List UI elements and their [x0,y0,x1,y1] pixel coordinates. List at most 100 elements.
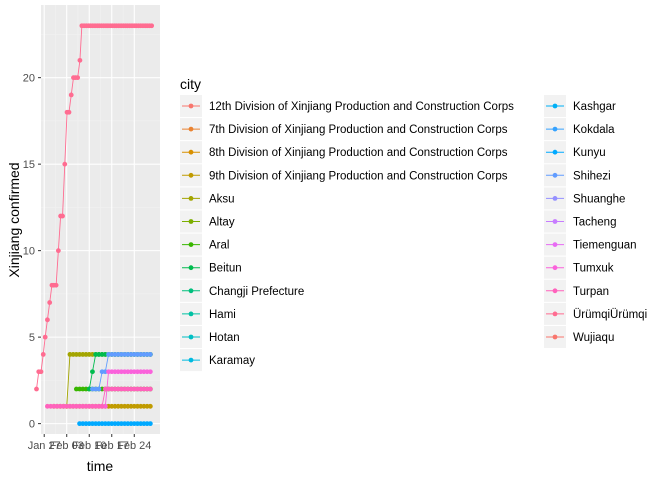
legend-item: 8th Division of Xinjiang Production and … [180,141,508,164]
x-axis-title: time [87,458,114,474]
data-point [77,57,83,63]
data-point [147,421,153,427]
legend-item: Wujiaqu [544,326,614,348]
legend-label: Tacheng [573,217,616,229]
legend-key-point [188,149,194,155]
data-point [40,352,46,357]
data-point [53,282,59,288]
y-tick-label: 20 [23,73,35,85]
legend-key-point [552,196,558,201]
legend-label: ÜrümqiÜrümqi [573,309,647,321]
legend-label: 9th Division of Xinjiang Production and … [209,170,508,182]
legend-key-point [188,219,194,224]
data-point [147,369,153,375]
data-point [147,352,153,357]
series--r-mqi-r-mqi [34,23,155,392]
legend-label: Kunyu [573,147,606,159]
legend-label: Turpan [573,286,609,298]
data-point [96,386,102,392]
legend-item: 12th Division of Xinjiang Production and… [180,95,514,117]
legend-label: 8th Division of Xinjiang Production and … [209,147,508,159]
y-axis-ticks: 0 5 10 15 20 [23,73,41,431]
legend-label: Tiemenguan [573,240,637,252]
y-tick-label: 10 [23,246,35,258]
legend-item: Karamay [180,349,255,372]
legend-key-point [188,265,194,271]
legend-label: Aksu [209,193,235,205]
data-point [66,109,72,115]
data-point [147,403,153,409]
legend-item: Beitun [180,256,242,279]
y-tick-label: 15 [23,159,35,171]
data-point [62,161,68,167]
legend-item: Altay [180,210,235,233]
data-point [147,386,153,392]
legend-label: Aral [209,240,229,252]
data-point [75,75,81,81]
data-point [42,334,48,340]
legend-label: Beitun [209,263,242,275]
legend-key-point [552,265,558,271]
data-point [99,403,105,409]
legend-item: Kunyu [544,141,606,164]
legend-key-point [188,334,194,340]
x-tick-label: Feb 24 [117,440,151,452]
legend-label: Shuanghe [573,193,625,205]
data-point [47,300,53,305]
legend-item: Shihezi [544,164,611,187]
data-point [55,248,61,254]
data-point [60,213,65,219]
series-kunyu [77,421,153,427]
legend-item: Kashgar [544,95,616,117]
series-shihezi [90,352,153,392]
series-layer [34,23,155,427]
data-point [45,317,50,323]
x-tick-label: Feb 10 [72,440,106,452]
legend-item: Aksu [180,187,235,210]
legend-key-point [552,334,558,340]
legend-item: Turpan [544,279,609,302]
legend-key-point [188,357,194,363]
legend-key-point [552,219,558,224]
legend: 12th Division of Xinjiang Production and… [180,95,647,372]
y-axis-title: Xinjiang confirmed [6,162,22,277]
legend-item: Tacheng [544,210,616,233]
legend-item: ÜrümqiÜrümqi [544,302,647,325]
legend-item: 7th Division of Xinjiang Production and … [180,118,508,141]
data-point [34,386,39,392]
legend-label: 12th Division of Xinjiang Production and… [209,101,514,113]
legend-item: Hotan [180,326,240,348]
legend-label: Changji Prefecture [209,286,304,298]
legend-key-point [188,172,194,178]
legend-label: Kokdala [573,124,615,136]
legend-key-point [188,103,194,109]
legend-label: Kashgar [573,101,616,113]
legend-key-point [552,126,558,132]
legend-label: Altay [209,217,235,229]
y-tick-label: 5 [29,332,35,344]
x-tick-label: Feb 17 [95,440,129,452]
legend-key-point [552,242,558,248]
x-tick-label: Feb 03 [50,440,84,452]
legend-key-point [188,242,194,248]
legend-label: Karamay [209,355,255,367]
legend-key-point [552,103,558,109]
legend-label: Hami [209,309,236,321]
x-tick-label: Jan 27 [28,440,61,452]
legend-key-point [552,288,558,294]
legend-item: Tumxuk [544,256,614,279]
legend-item: Shuanghe [544,187,625,210]
data-point [149,23,155,29]
legend-title: city [180,76,201,92]
series-turpan [45,386,153,409]
data-point [68,92,74,98]
legend-item: Hami [180,302,236,325]
data-point [90,369,95,375]
legend-item: Changji Prefecture [180,279,304,302]
legend-key-point [188,126,194,132]
legend-key-point [188,288,194,294]
data-point [38,369,44,375]
legend-label: Shihezi [573,170,611,182]
